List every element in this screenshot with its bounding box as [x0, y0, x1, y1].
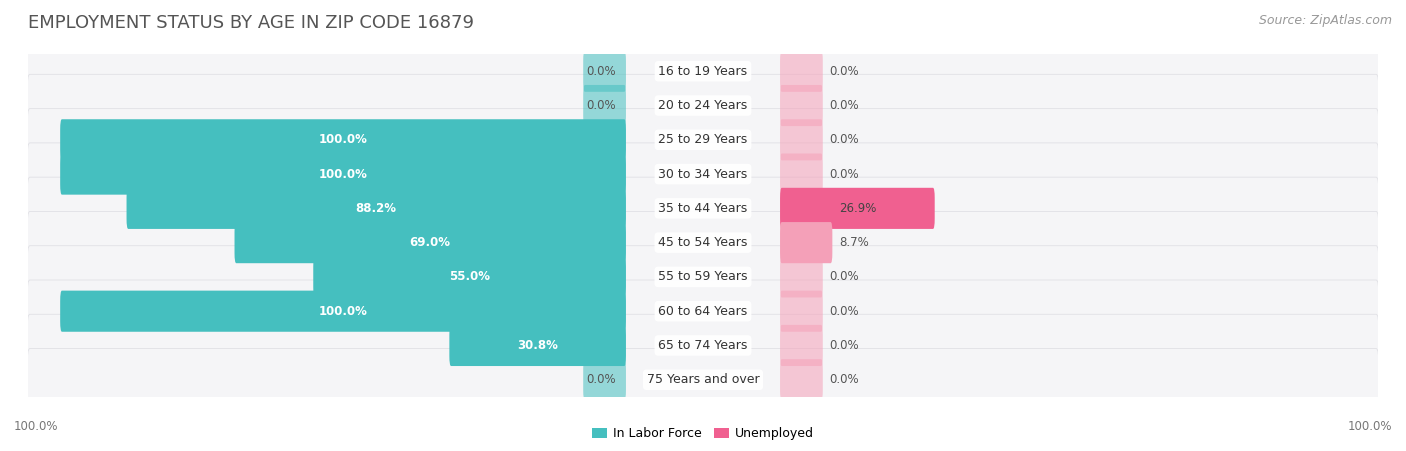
Text: 69.0%: 69.0% — [409, 236, 451, 249]
FancyBboxPatch shape — [27, 40, 1379, 102]
FancyBboxPatch shape — [27, 143, 1379, 205]
Text: 100.0%: 100.0% — [319, 133, 367, 146]
Text: 0.0%: 0.0% — [830, 271, 859, 283]
FancyBboxPatch shape — [780, 222, 832, 263]
FancyBboxPatch shape — [27, 349, 1379, 411]
FancyBboxPatch shape — [235, 222, 626, 263]
FancyBboxPatch shape — [780, 51, 823, 92]
Text: Source: ZipAtlas.com: Source: ZipAtlas.com — [1258, 14, 1392, 27]
Text: 20 to 24 Years: 20 to 24 Years — [658, 99, 748, 112]
Text: 55.0%: 55.0% — [449, 271, 491, 283]
Text: 0.0%: 0.0% — [830, 168, 859, 180]
Text: 0.0%: 0.0% — [830, 373, 859, 386]
Text: 100.0%: 100.0% — [319, 305, 367, 318]
FancyBboxPatch shape — [780, 256, 823, 298]
Text: 0.0%: 0.0% — [830, 65, 859, 78]
Legend: In Labor Force, Unemployed: In Labor Force, Unemployed — [586, 423, 820, 446]
FancyBboxPatch shape — [60, 119, 626, 161]
Text: 65 to 74 Years: 65 to 74 Years — [658, 339, 748, 352]
FancyBboxPatch shape — [27, 74, 1379, 137]
FancyBboxPatch shape — [127, 188, 626, 229]
FancyBboxPatch shape — [780, 188, 935, 229]
FancyBboxPatch shape — [60, 290, 626, 332]
FancyBboxPatch shape — [780, 85, 823, 126]
Text: 25 to 29 Years: 25 to 29 Years — [658, 133, 748, 146]
FancyBboxPatch shape — [27, 212, 1379, 274]
Text: 35 to 44 Years: 35 to 44 Years — [658, 202, 748, 215]
Text: 26.9%: 26.9% — [839, 202, 876, 215]
Text: 0.0%: 0.0% — [830, 339, 859, 352]
FancyBboxPatch shape — [780, 359, 823, 400]
Text: 0.0%: 0.0% — [830, 305, 859, 318]
Text: 55 to 59 Years: 55 to 59 Years — [658, 271, 748, 283]
FancyBboxPatch shape — [583, 51, 626, 92]
FancyBboxPatch shape — [583, 359, 626, 400]
FancyBboxPatch shape — [27, 280, 1379, 342]
FancyBboxPatch shape — [780, 290, 823, 332]
Text: 45 to 54 Years: 45 to 54 Years — [658, 236, 748, 249]
Text: 8.7%: 8.7% — [839, 236, 869, 249]
Text: 30 to 34 Years: 30 to 34 Years — [658, 168, 748, 180]
FancyBboxPatch shape — [27, 109, 1379, 171]
Text: 100.0%: 100.0% — [319, 168, 367, 180]
Text: 60 to 64 Years: 60 to 64 Years — [658, 305, 748, 318]
Text: 0.0%: 0.0% — [830, 133, 859, 146]
FancyBboxPatch shape — [27, 314, 1379, 377]
FancyBboxPatch shape — [583, 85, 626, 126]
FancyBboxPatch shape — [780, 119, 823, 161]
Text: 75 Years and over: 75 Years and over — [647, 373, 759, 386]
Text: 16 to 19 Years: 16 to 19 Years — [658, 65, 748, 78]
FancyBboxPatch shape — [314, 256, 626, 298]
Text: 0.0%: 0.0% — [586, 373, 616, 386]
FancyBboxPatch shape — [60, 153, 626, 195]
Text: 100.0%: 100.0% — [14, 420, 59, 433]
FancyBboxPatch shape — [27, 177, 1379, 239]
Text: 100.0%: 100.0% — [1347, 420, 1392, 433]
FancyBboxPatch shape — [780, 325, 823, 366]
Text: EMPLOYMENT STATUS BY AGE IN ZIP CODE 16879: EMPLOYMENT STATUS BY AGE IN ZIP CODE 168… — [28, 14, 474, 32]
Text: 0.0%: 0.0% — [586, 65, 616, 78]
FancyBboxPatch shape — [450, 325, 626, 366]
Text: 0.0%: 0.0% — [830, 99, 859, 112]
FancyBboxPatch shape — [27, 246, 1379, 308]
Text: 0.0%: 0.0% — [586, 99, 616, 112]
Text: 88.2%: 88.2% — [356, 202, 396, 215]
Text: 30.8%: 30.8% — [517, 339, 558, 352]
FancyBboxPatch shape — [780, 153, 823, 195]
